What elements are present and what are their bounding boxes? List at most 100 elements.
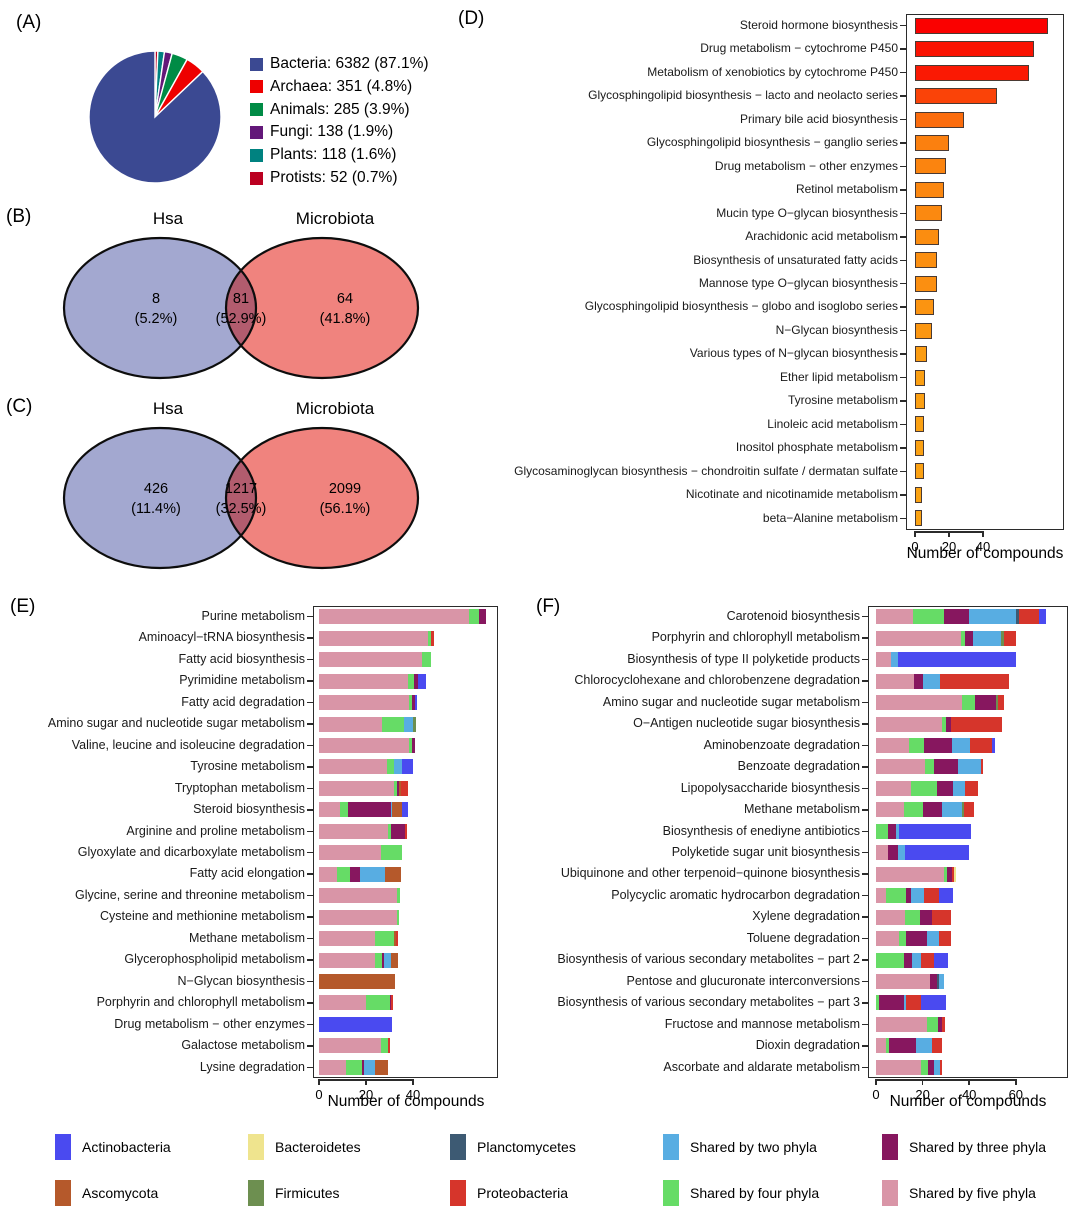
y-tick xyxy=(900,517,906,520)
x-tick xyxy=(875,1079,877,1085)
bar-row xyxy=(319,609,486,625)
bar-row-label: Toluene degradation xyxy=(746,930,860,945)
bar-row xyxy=(915,346,927,363)
venn-b-mid-value: 81 xyxy=(233,291,249,307)
x-tick-label: 40 xyxy=(975,539,991,554)
y-tick xyxy=(307,658,313,661)
legend-swatch-icon xyxy=(450,1134,466,1160)
bar-segment-five xyxy=(876,737,909,753)
legend-swatch-icon xyxy=(55,1180,71,1206)
bar-segment-three xyxy=(947,866,952,882)
bar-segment xyxy=(915,486,922,503)
bar-row-label: Lipopolysaccharide biosynthesis xyxy=(680,780,860,795)
bar-segment xyxy=(915,205,943,222)
bar-segment-three xyxy=(411,737,416,753)
bar-row-label: Lysine degradation xyxy=(199,1059,305,1074)
bar-segment-three xyxy=(414,673,418,689)
bar-segment-two xyxy=(384,952,391,968)
bar-segment-ascomycota xyxy=(391,802,403,818)
y-tick xyxy=(862,937,868,940)
bar-row-label: Methane metabolism xyxy=(188,930,305,945)
bar-segment-three xyxy=(922,802,943,818)
phyla-legend-item-five: Shared by five phyla xyxy=(882,1180,1036,1206)
bar-segment-three xyxy=(975,695,996,711)
venn-b-right-pct: (41.8%) xyxy=(320,311,371,327)
bar-segment-proteobacteria xyxy=(940,673,1009,689)
bar-segment-four xyxy=(381,845,403,861)
venn-c-title-right: Microbiota xyxy=(296,399,375,418)
legend-swatch-icon xyxy=(882,1134,898,1160)
venn-c-mid-pct: (32.5%) xyxy=(216,501,267,517)
bar-row-label: Polycyclic aromatic hydrocarbon degradat… xyxy=(611,887,860,902)
y-tick xyxy=(900,282,906,285)
bar-segment-four xyxy=(387,759,395,775)
bar-segment-actinobacteria xyxy=(319,1016,392,1032)
bar-row-label: Nicotinate and nicotinamide metabolism xyxy=(685,487,898,502)
bar-row-label: Glycine, serine and threonine metabolism xyxy=(75,887,305,902)
bar-segment xyxy=(915,252,938,269)
bar-segment-ascomycota xyxy=(374,1059,388,1075)
bar-row-label: Carotenoid biosynthesis xyxy=(726,609,860,623)
bar-segment xyxy=(915,510,922,527)
phyla-legend-item-planctomycetes: Planctomycetes xyxy=(450,1134,576,1160)
venn-b-left-value: 8 xyxy=(152,291,160,307)
y-tick xyxy=(307,916,313,918)
panel-label-c: (C) xyxy=(6,396,33,417)
bar-row-label: Porphyrin and chlorophyll metabolism xyxy=(96,995,305,1010)
bar-row xyxy=(319,995,394,1011)
phyla-legend-label: Actinobacteria xyxy=(82,1139,171,1155)
y-tick xyxy=(307,723,313,725)
bar-row xyxy=(915,486,922,503)
bar-segment-proteobacteria xyxy=(940,1059,943,1075)
bar-row-label: Linoleic acid metabolism xyxy=(767,416,898,431)
taxa-pie-chart xyxy=(88,50,222,184)
venn-compounds: Hsa Microbiota 426 (11.4%) 1217 (32.5%) … xyxy=(40,398,480,578)
bar-segment-four xyxy=(409,737,412,753)
bar-segment-four xyxy=(346,1059,363,1075)
x-tick-label: 20 xyxy=(941,539,957,554)
venn-c-right-pct: (56.1%) xyxy=(320,501,371,517)
bar-row xyxy=(915,88,997,105)
legend-swatch-icon xyxy=(250,148,263,162)
bar-segment xyxy=(915,88,997,105)
bar-segment-three xyxy=(936,780,953,796)
bar-row xyxy=(915,205,943,222)
venn-c-left-pct: (11.4%) xyxy=(131,501,181,517)
x-tick xyxy=(948,531,950,537)
pie-legend-label: Plants: 118 (1.6%) xyxy=(270,146,397,164)
bar-segment-two xyxy=(360,866,385,882)
bar-segment-three xyxy=(887,823,896,839)
legend-swatch-icon xyxy=(250,80,263,94)
bar-segment-four xyxy=(903,802,923,818)
bar-row xyxy=(319,716,417,732)
bar-row-label: Glycosaminoglycan biosynthesis − chondro… xyxy=(514,463,898,478)
pie-legend-item-fungi: Fungi: 138 (1.9%) xyxy=(250,123,393,141)
pie-legend-label: Animals: 285 (3.9%) xyxy=(270,100,410,118)
bar-row xyxy=(876,931,951,947)
bar-row-label: Aminobenzoate degradation xyxy=(703,737,860,752)
phyla-legend-item-actinobacteria: Actinobacteria xyxy=(55,1134,171,1160)
bar-segment-four xyxy=(409,695,413,711)
bar-row xyxy=(915,181,944,198)
bar-row xyxy=(876,888,953,904)
bar-segment-five xyxy=(876,973,930,989)
bar-segment-ascomycota xyxy=(390,952,398,968)
bar-segment-actinobacteria xyxy=(898,652,1016,668)
bar-segment-planctomycetes xyxy=(1015,609,1020,625)
bar-segment-four xyxy=(396,888,401,904)
bar-row xyxy=(915,416,924,433)
bar-row-label: Steroid hormone biosynthesis xyxy=(739,18,898,32)
pie-legend-item-animals: Animals: 285 (3.9%) xyxy=(250,101,410,119)
legend-swatch-icon xyxy=(248,1134,264,1160)
y-tick xyxy=(900,142,906,144)
bar-segment-two xyxy=(394,759,403,775)
y-tick xyxy=(900,329,906,332)
bar-segment-proteobacteria xyxy=(906,995,922,1011)
pie-legend-item-archaea: Archaea: 351 (4.8%) xyxy=(250,78,412,96)
bar-segment-proteobacteria xyxy=(951,866,954,882)
bar-row-label: Glycerophospholipid metabolism xyxy=(124,952,305,967)
bar-row xyxy=(876,1059,943,1075)
x-tick-label: 40 xyxy=(961,1087,977,1102)
bar-row-label: Ubiquinone and other terpenoid−quinone b… xyxy=(560,866,860,881)
bar-segment-five xyxy=(319,866,337,882)
